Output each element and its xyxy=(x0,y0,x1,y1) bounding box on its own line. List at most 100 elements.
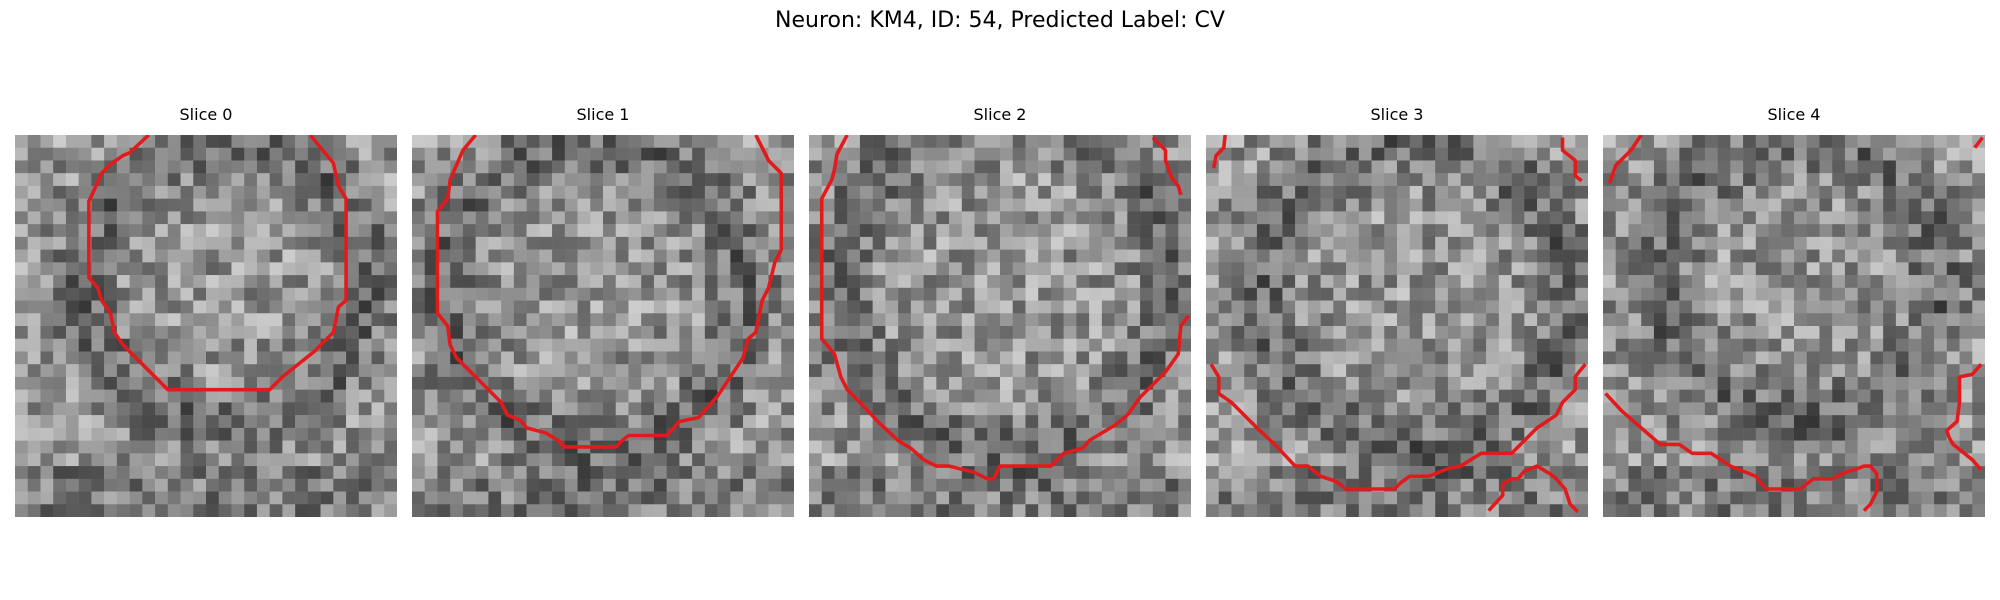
pixel xyxy=(1896,492,1909,505)
pixel xyxy=(1499,211,1512,224)
pixel xyxy=(488,199,501,212)
pixel xyxy=(1013,402,1026,415)
pixel xyxy=(1921,186,1934,199)
pixel xyxy=(628,224,641,237)
pixel xyxy=(321,479,334,492)
pixel xyxy=(28,441,41,454)
pixel xyxy=(885,504,898,517)
pixel xyxy=(28,313,41,326)
pixel xyxy=(463,339,476,352)
pixel xyxy=(692,453,705,466)
pixel xyxy=(488,326,501,339)
pixel xyxy=(1909,326,1922,339)
pixel xyxy=(743,237,756,250)
pixel xyxy=(1473,339,1486,352)
pixel xyxy=(1667,250,1680,263)
pixel xyxy=(1321,492,1334,505)
pixel xyxy=(1025,402,1038,415)
pixel xyxy=(463,466,476,479)
pixel xyxy=(1628,237,1641,250)
pixel xyxy=(1512,250,1525,263)
pixel xyxy=(1845,326,1858,339)
pixel xyxy=(1524,288,1537,301)
pixel xyxy=(527,479,540,492)
pixel xyxy=(1282,275,1295,288)
pixel xyxy=(756,275,769,288)
pixel xyxy=(578,453,591,466)
pixel xyxy=(372,492,385,505)
pixel xyxy=(936,339,949,352)
pixel xyxy=(1448,301,1461,314)
pixel xyxy=(1883,237,1896,250)
pixel xyxy=(730,313,743,326)
pixel xyxy=(206,135,219,148)
pixel xyxy=(1845,428,1858,441)
pixel xyxy=(641,262,654,275)
pixel xyxy=(321,402,334,415)
pixel xyxy=(1219,441,1232,454)
pixel xyxy=(1435,275,1448,288)
pixel xyxy=(1140,479,1153,492)
pixel xyxy=(1333,173,1346,186)
pixel xyxy=(1947,326,1960,339)
pixel xyxy=(962,288,975,301)
pixel xyxy=(1769,199,1782,212)
pixel xyxy=(1896,186,1909,199)
pixel xyxy=(1372,453,1385,466)
pixel xyxy=(1153,428,1166,441)
pixel xyxy=(654,492,667,505)
pixel xyxy=(372,199,385,212)
pixel xyxy=(193,224,206,237)
pixel xyxy=(924,428,937,441)
pixel xyxy=(769,301,782,314)
pixel xyxy=(1972,492,1985,505)
pixel xyxy=(1794,504,1807,517)
pixel xyxy=(1486,262,1499,275)
pixel xyxy=(1616,479,1629,492)
pixel xyxy=(616,199,629,212)
pixel xyxy=(168,504,181,517)
pixel xyxy=(193,492,206,505)
pixel xyxy=(1435,479,1448,492)
pixel xyxy=(1692,211,1705,224)
pixel xyxy=(1473,402,1486,415)
pixel xyxy=(1038,237,1051,250)
pixel xyxy=(346,351,359,364)
pixel xyxy=(590,262,603,275)
pixel xyxy=(1934,148,1947,161)
pixel xyxy=(603,173,616,186)
pixel xyxy=(270,313,283,326)
pixel xyxy=(641,364,654,377)
pixel xyxy=(987,262,1000,275)
pixel xyxy=(1333,301,1346,314)
pixel xyxy=(667,466,680,479)
pixel xyxy=(898,224,911,237)
pixel xyxy=(898,288,911,301)
pixel xyxy=(885,339,898,352)
pixel xyxy=(847,224,860,237)
pixel xyxy=(552,402,565,415)
pixel xyxy=(1705,262,1718,275)
pixel xyxy=(231,504,244,517)
pixel xyxy=(53,135,66,148)
pixel xyxy=(1679,135,1692,148)
pixel xyxy=(450,390,463,403)
pixel xyxy=(822,250,835,263)
pixel xyxy=(168,402,181,415)
pixel xyxy=(1115,390,1128,403)
pixel xyxy=(616,313,629,326)
pixel xyxy=(1372,390,1385,403)
pixel xyxy=(692,479,705,492)
pixel xyxy=(936,186,949,199)
pixel xyxy=(117,288,130,301)
pixel xyxy=(1972,262,1985,275)
pixel xyxy=(66,441,79,454)
pixel xyxy=(333,148,346,161)
pixel xyxy=(975,313,988,326)
pixel xyxy=(1140,313,1153,326)
pixel xyxy=(1832,390,1845,403)
pixel xyxy=(705,288,718,301)
pixel xyxy=(962,301,975,314)
pixel xyxy=(1461,173,1474,186)
pixel xyxy=(911,377,924,390)
